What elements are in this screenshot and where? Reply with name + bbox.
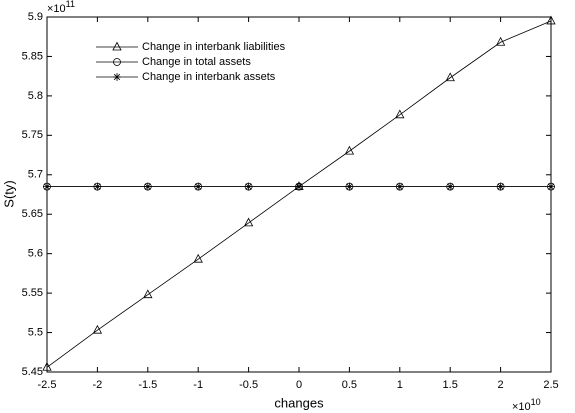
y-tick-label: 5.85: [22, 50, 43, 62]
y-tick-label: 5.55: [22, 287, 43, 299]
x-multiplier-exponent: 10: [531, 397, 541, 407]
marker: [344, 145, 355, 155]
legend-marker: [112, 41, 122, 51]
x-tick-label: 1: [397, 379, 403, 391]
marker: [143, 289, 153, 299]
marker: [495, 36, 506, 46]
x-tick-label: 0.5: [342, 379, 357, 391]
marker: [193, 253, 203, 263]
y-multiplier-base: ×10: [47, 3, 66, 15]
y-tick-label: 5.5: [28, 326, 43, 338]
y-tick-label: 5.9: [28, 11, 43, 23]
y-tick-label: 5.7: [28, 169, 43, 181]
marker: [143, 182, 152, 191]
legend-label: Change in interbank liabilities: [142, 41, 286, 53]
x-tick-label: 0: [296, 379, 302, 391]
marker: [92, 324, 103, 334]
y-tick-label: 5.65: [22, 208, 43, 220]
x-tick-label: -2: [93, 379, 103, 391]
marker: [546, 15, 556, 25]
x-tick-label: 2: [498, 379, 504, 391]
marker: [43, 182, 51, 191]
y-tick-label: 5.6: [28, 248, 43, 260]
legend-marker: [113, 58, 121, 66]
marker: [42, 361, 52, 371]
marker: [194, 182, 203, 191]
y-tick-label: 5.75: [22, 129, 43, 141]
legend-marker: [113, 73, 121, 81]
marker: [345, 182, 354, 191]
x-tick-label: 1.5: [443, 379, 458, 391]
y-multiplier-exponent: 11: [66, 0, 75, 9]
x-tick-label: -0.5: [239, 379, 258, 391]
legend-label: Change in interbank assets: [142, 71, 276, 83]
marker: [395, 109, 405, 119]
x-tick-label: -1: [193, 379, 203, 391]
x-multiplier-base: ×10: [512, 401, 531, 413]
x-multiplier: ×1010: [512, 397, 541, 413]
x-tick-label: -1.5: [138, 379, 157, 391]
marker: [295, 182, 303, 191]
y-tick-label: 5.8: [28, 90, 43, 102]
marker: [445, 72, 455, 82]
marker: [395, 182, 404, 191]
y-multiplier: ×1011: [47, 0, 75, 15]
marker: [93, 182, 102, 191]
marker: [547, 182, 555, 191]
marker: [496, 182, 505, 191]
legend-label: Change in total assets: [142, 56, 251, 68]
x-axis-label: changes: [274, 395, 324, 410]
x-tick-label: 2.5: [543, 379, 558, 391]
marker: [243, 217, 254, 227]
y-tick-label: 5.45: [22, 366, 43, 378]
marker: [446, 182, 455, 191]
marker: [244, 182, 253, 191]
x-tick-label: -2.5: [38, 379, 57, 391]
y-axis-label: S(ty): [1, 180, 16, 207]
